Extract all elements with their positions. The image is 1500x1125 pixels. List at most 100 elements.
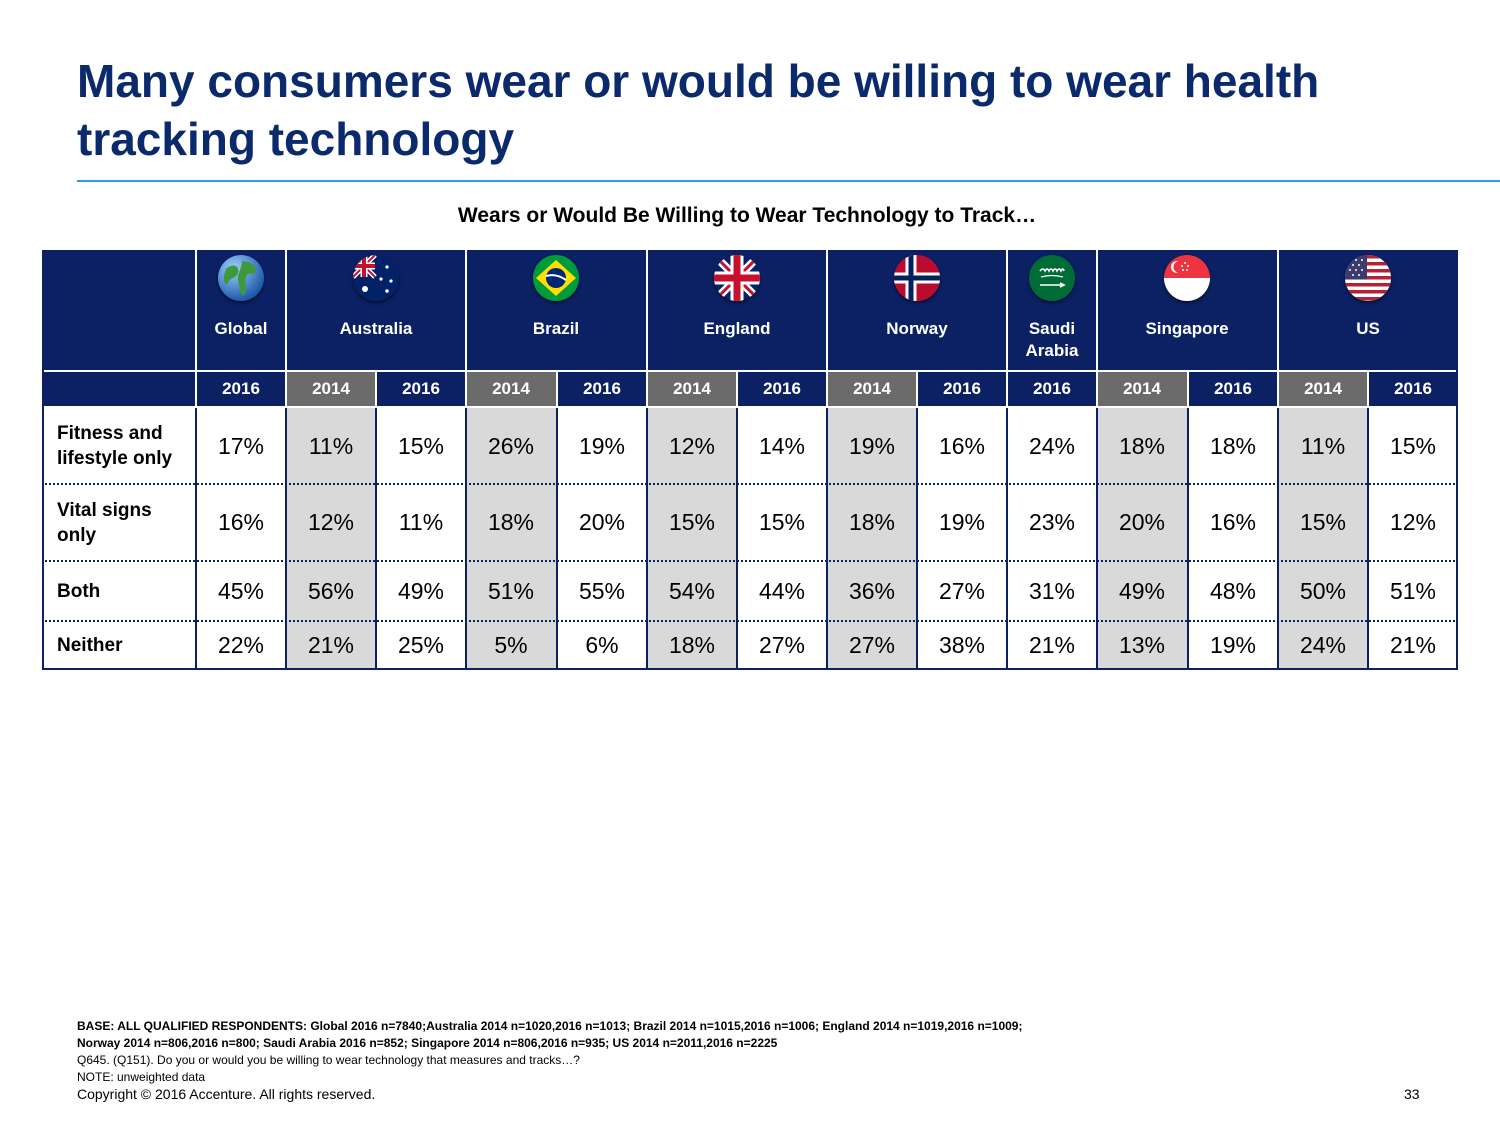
table-cell: 16%: [938, 432, 986, 459]
year-divider: [465, 372, 467, 406]
year-divider: [646, 372, 648, 406]
row-divider: [42, 620, 1458, 622]
table-cell: 19%: [1209, 632, 1257, 658]
footnote: BASE: ALL QUALIFIED RESPONDENTS: Global …: [77, 1018, 1437, 1086]
year-header-england-2016: 2016: [737, 372, 827, 406]
table-cell: 36%: [827, 561, 917, 621]
column-divider: [826, 408, 828, 670]
table-cell: 16%: [1209, 509, 1257, 535]
column-divider: [1006, 408, 1008, 670]
year-divider: [826, 372, 828, 406]
table-cell: 56%: [286, 561, 376, 621]
row-label: Vital signs only: [42, 484, 196, 561]
table-cell: 51%: [1389, 577, 1437, 604]
year-divider: [375, 372, 377, 406]
table-cell: 15%: [1278, 484, 1368, 561]
table-cell: 15%: [1389, 432, 1437, 459]
year-header-us-2016: 2016: [1368, 372, 1458, 406]
table-cell: 11%: [286, 408, 376, 484]
table-cell: 38%: [938, 632, 986, 658]
table-subtitle: Wears or Would Be Willing to Wear Techno…: [457, 204, 1037, 227]
page-number: 33: [1404, 1086, 1420, 1102]
table-cell: 20%: [578, 509, 626, 535]
table-cell: 15%: [397, 432, 445, 459]
table-cell: 27%: [758, 632, 806, 658]
us-flag-icon: [1345, 255, 1391, 301]
header-corner: [42, 250, 196, 370]
table-cell: 14%: [758, 432, 806, 459]
country-header-australia: Australia: [286, 250, 466, 370]
year-header-brazil-2014: 2014: [466, 372, 556, 406]
year-divider: [556, 372, 558, 406]
column-divider: [285, 408, 287, 670]
table-cell: 24%: [1278, 621, 1368, 670]
country-header-norway: Norway: [827, 250, 1007, 370]
country-name: Norway: [886, 319, 948, 338]
year-header-global-2016: 2016: [196, 372, 286, 406]
table-cell: 19%: [578, 432, 626, 459]
year-divider: [1006, 372, 1008, 406]
table-cell: 15%: [647, 484, 737, 561]
table-border-right: [1456, 370, 1458, 670]
table-cell: 19%: [827, 408, 917, 484]
table-cell: 12%: [1389, 509, 1437, 535]
saudi-arabia-flag-icon: [1029, 255, 1075, 301]
country-name: US: [1356, 319, 1380, 338]
country-header-saudi-arabia: Saudi Arabia: [1007, 250, 1097, 370]
column-divider: [465, 408, 467, 670]
table-cell: 19%: [938, 509, 986, 535]
brazil-flag-icon: [533, 255, 579, 301]
table-cell: 18%: [1209, 432, 1257, 459]
row-label: Both: [42, 561, 196, 621]
uk-flag-icon: [714, 255, 760, 301]
year-header-singapore-2016: 2016: [1188, 372, 1278, 406]
table-cell: 18%: [647, 621, 737, 670]
year-header-norway-2016: 2016: [917, 372, 1007, 406]
table-cell: 54%: [647, 561, 737, 621]
table-cell: 21%: [286, 621, 376, 670]
title-divider: [77, 180, 1500, 182]
table-cell: 18%: [1097, 408, 1187, 484]
country-name: Singapore: [1145, 319, 1229, 338]
table-cell: 6%: [585, 632, 619, 658]
table-cell: 45%: [217, 577, 265, 604]
table-cell: 51%: [466, 561, 556, 621]
table-cell: 13%: [1097, 621, 1187, 670]
header-divider: [646, 250, 648, 370]
header-divider: [1096, 250, 1098, 370]
column-divider: [736, 408, 738, 670]
column-divider: [556, 408, 558, 670]
year-header-us-2014: 2014: [1278, 372, 1368, 406]
table-cell: 49%: [397, 577, 445, 604]
table-cell: 27%: [827, 621, 917, 670]
table-cell: 22%: [217, 632, 265, 658]
row-divider: [42, 560, 1458, 562]
table-cell: 48%: [1209, 577, 1257, 604]
year-divider: [1096, 372, 1098, 406]
column-divider: [1096, 408, 1098, 670]
table-cell: 26%: [466, 408, 556, 484]
globe-icon: [218, 255, 264, 301]
table-cell: 31%: [1028, 577, 1076, 604]
copyright: Copyright © 2016 Accenture. All rights r…: [77, 1086, 376, 1102]
table-cell: 18%: [827, 484, 917, 561]
table-cell: 50%: [1278, 561, 1368, 621]
table-border-bottom: [42, 668, 1458, 670]
country-name: Global: [214, 319, 268, 338]
country-header-us: US: [1278, 250, 1458, 370]
column-divider: [375, 408, 377, 670]
year-divider: [1277, 372, 1279, 406]
question-text: Q645. (Q151). Do you or would you be wil…: [77, 1053, 580, 1067]
norway-flag-icon: [894, 255, 940, 301]
year-divider: [736, 372, 738, 406]
header-divider: [465, 250, 467, 370]
data-table: Global 2016 Australia 2014 2016 Brazil 2014 201…: [42, 250, 1458, 670]
header-divider: [1277, 250, 1279, 370]
table-cell: 21%: [1389, 632, 1437, 658]
table-cell: 21%: [1028, 632, 1076, 658]
country-header-england: England: [647, 250, 827, 370]
header-divider: [285, 250, 287, 370]
table-cell: 27%: [938, 577, 986, 604]
table-cell: 23%: [1028, 509, 1076, 535]
year-header-brazil-2016: 2016: [557, 372, 647, 406]
